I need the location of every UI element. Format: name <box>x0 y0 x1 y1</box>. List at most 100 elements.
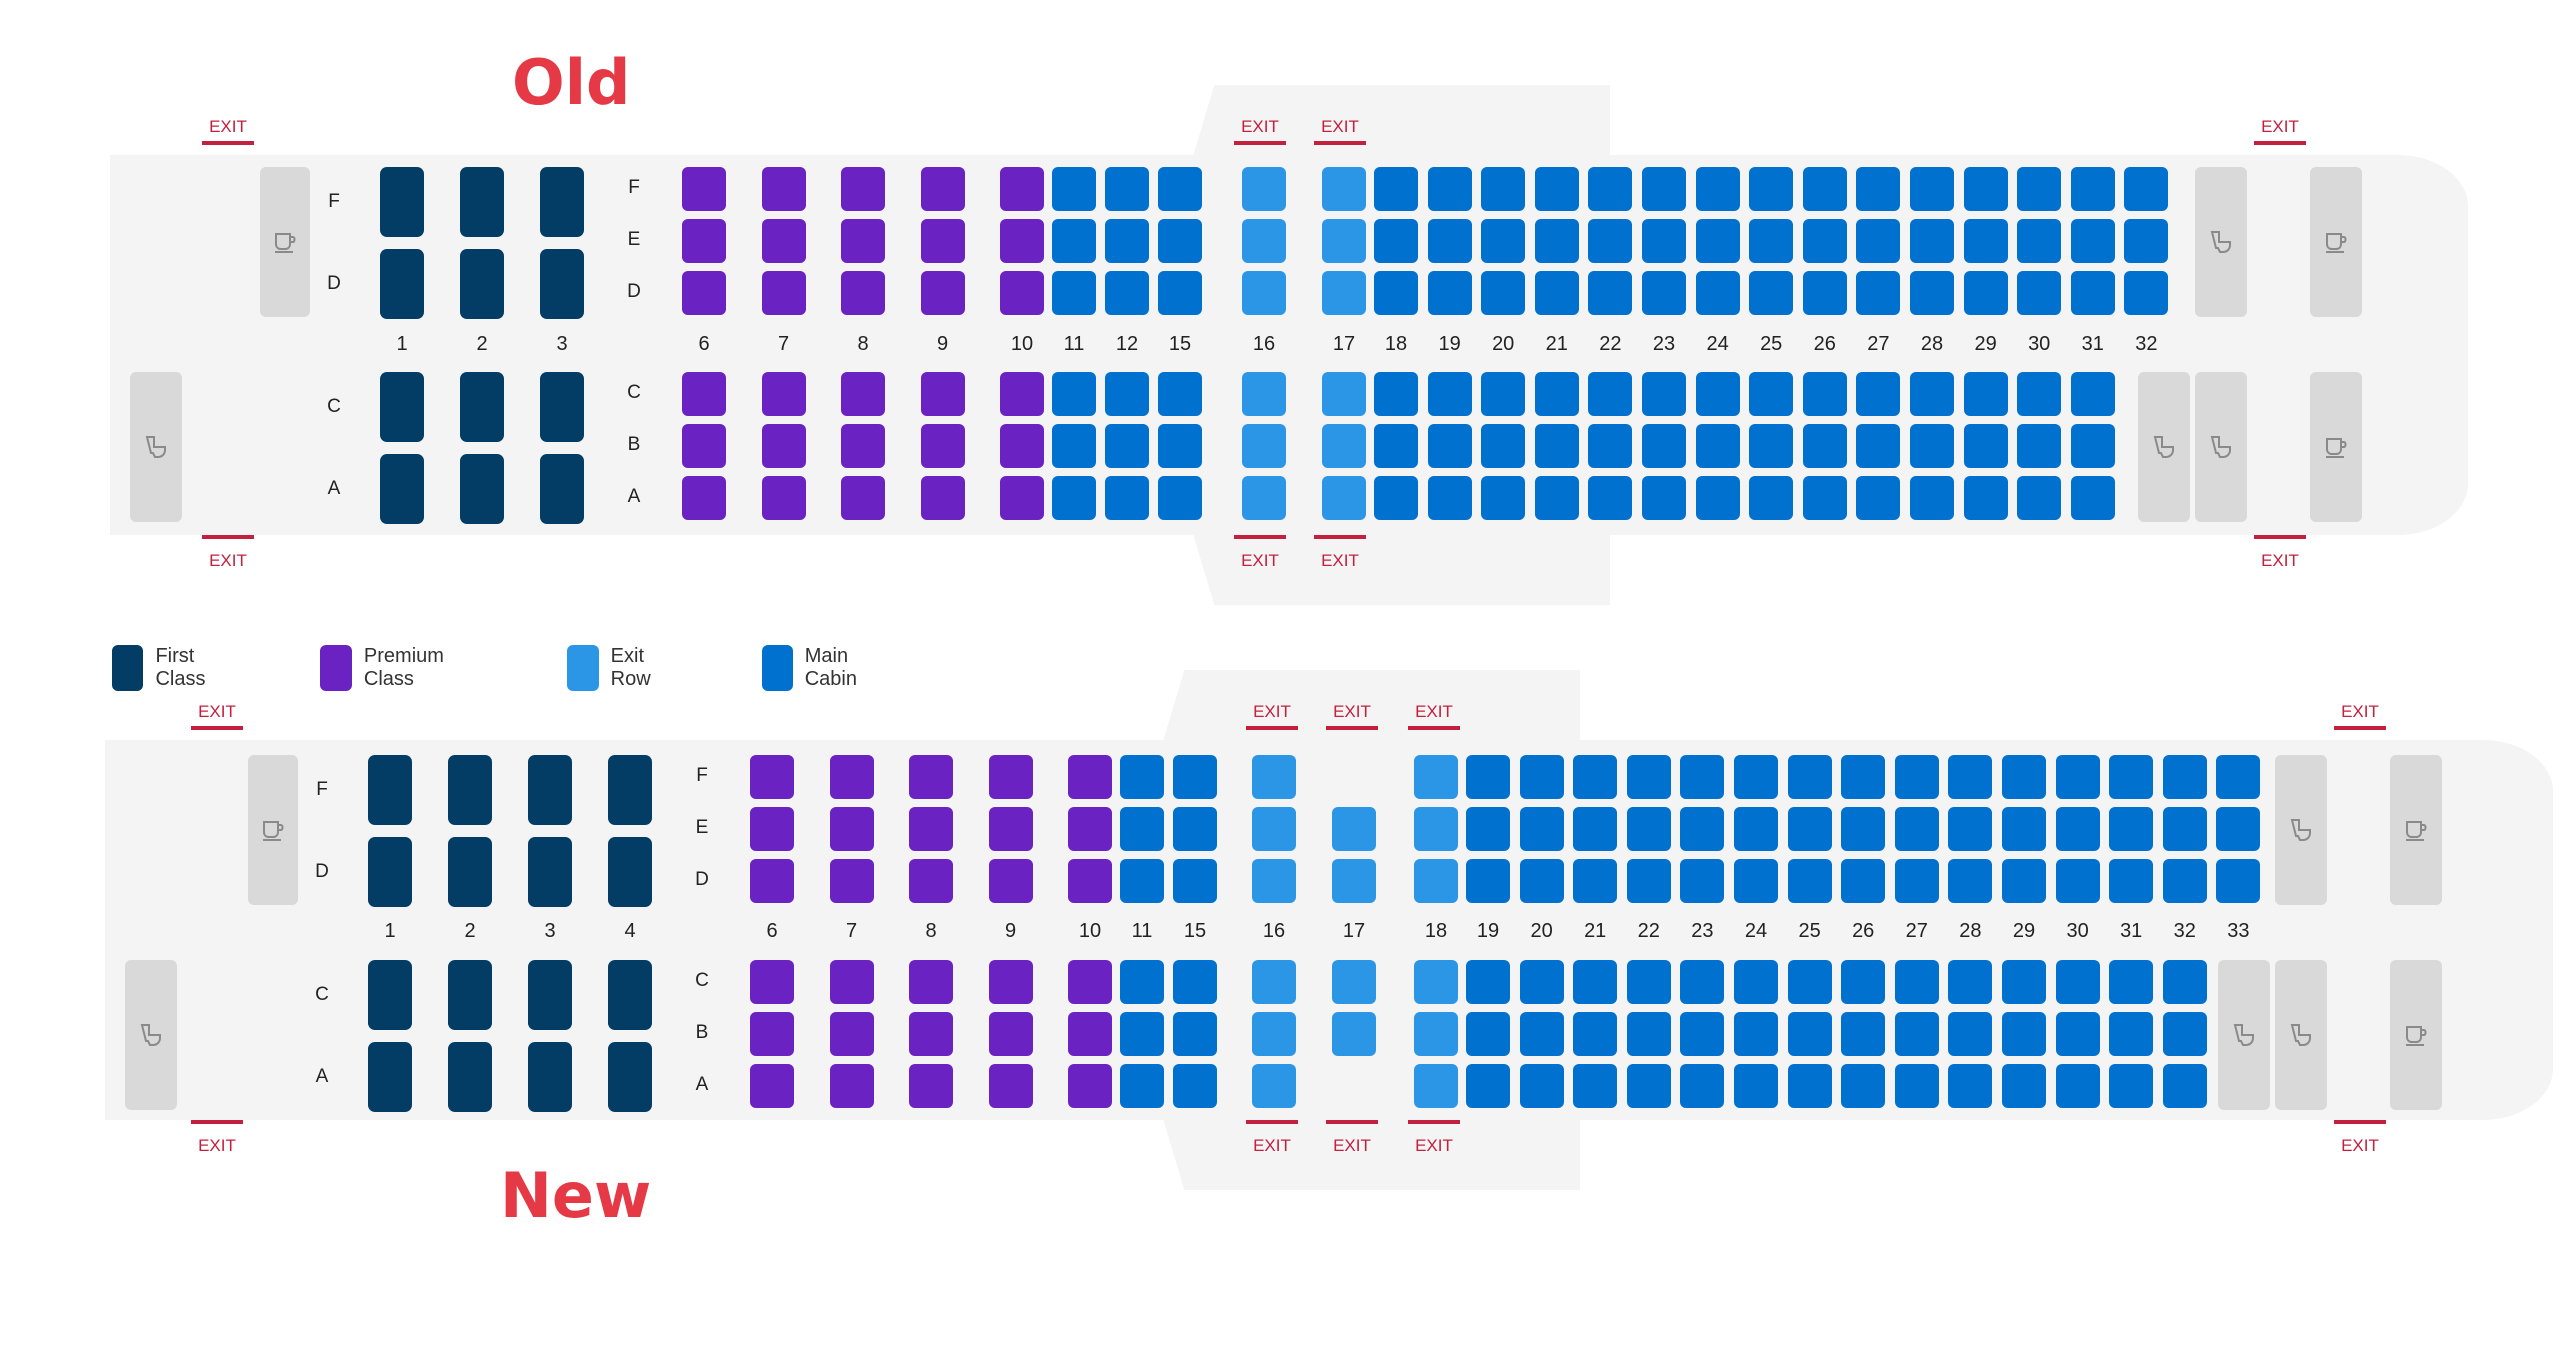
seat-first[interactable] <box>540 372 584 442</box>
seat-premium[interactable] <box>761 372 806 416</box>
seat-premium[interactable] <box>750 859 794 903</box>
seat-premium[interactable] <box>829 859 874 903</box>
seat-main[interactable] <box>2055 1012 2100 1056</box>
seat-main[interactable] <box>1105 372 1149 416</box>
seat-first[interactable] <box>540 249 584 319</box>
seat-main[interactable] <box>2055 807 2100 851</box>
seat-main[interactable] <box>1642 372 1686 416</box>
seat-main[interactable] <box>2109 1012 2154 1056</box>
seat-main[interactable] <box>2002 755 2046 799</box>
seat-main[interactable] <box>1534 476 1579 520</box>
seat-main[interactable] <box>1534 271 1579 315</box>
seat-main[interactable] <box>1948 1012 1993 1056</box>
seat-first[interactable] <box>460 249 504 319</box>
seat-main[interactable] <box>1894 755 1939 799</box>
seat-main[interactable] <box>1948 1064 1993 1108</box>
seat-main[interactable] <box>1841 755 1886 799</box>
seat-main[interactable] <box>1841 1064 1886 1108</box>
seat-exit[interactable] <box>1322 219 1366 263</box>
seat-main[interactable] <box>1910 271 1954 315</box>
seat-main[interactable] <box>1519 1064 1564 1108</box>
seat-main[interactable] <box>2109 755 2154 799</box>
seat-main[interactable] <box>1894 1064 1939 1108</box>
seat-main[interactable] <box>2070 271 2115 315</box>
seat-main[interactable] <box>2124 219 2169 263</box>
seat-main[interactable] <box>1427 476 1472 520</box>
seat-main[interactable] <box>1642 219 1686 263</box>
seat-main[interactable] <box>1052 167 1096 211</box>
seat-exit[interactable] <box>1414 1064 1458 1108</box>
seat-main[interactable] <box>1519 755 1564 799</box>
seat-first[interactable] <box>460 167 504 237</box>
seat-main[interactable] <box>1573 807 1618 851</box>
seat-exit[interactable] <box>1414 807 1458 851</box>
seat-main[interactable] <box>1120 1064 1164 1108</box>
seat-main[interactable] <box>1466 755 1510 799</box>
seat-main[interactable] <box>2070 167 2115 211</box>
seat-main[interactable] <box>1856 219 1901 263</box>
seat-main[interactable] <box>2002 1012 2046 1056</box>
seat-main[interactable] <box>1481 219 1526 263</box>
seat-premium[interactable] <box>841 167 885 211</box>
seat-premium[interactable] <box>909 859 953 903</box>
seat-main[interactable] <box>1749 271 1794 315</box>
seat-main[interactable] <box>1734 859 1778 903</box>
seat-premium[interactable] <box>909 755 953 799</box>
seat-main[interactable] <box>2002 859 2046 903</box>
seat-main[interactable] <box>1588 476 1633 520</box>
seat-premium[interactable] <box>761 167 806 211</box>
seat-premium[interactable] <box>909 807 953 851</box>
seat-main[interactable] <box>1695 372 1740 416</box>
seat-premium[interactable] <box>750 960 794 1004</box>
seat-main[interactable] <box>2055 755 2100 799</box>
seat-main[interactable] <box>2109 807 2154 851</box>
seat-main[interactable] <box>1466 960 1510 1004</box>
seat-main[interactable] <box>1802 476 1847 520</box>
seat-main[interactable] <box>1787 1064 1832 1108</box>
seat-main[interactable] <box>1680 859 1725 903</box>
seat-main[interactable] <box>2017 219 2062 263</box>
seat-main[interactable] <box>1466 1012 1510 1056</box>
seat-exit[interactable] <box>1332 960 1376 1004</box>
seat-exit[interactable] <box>1242 424 1286 468</box>
seat-main[interactable] <box>1105 271 1149 315</box>
seat-first[interactable] <box>380 372 424 442</box>
seat-main[interactable] <box>1427 167 1472 211</box>
seat-main[interactable] <box>1573 1012 1618 1056</box>
seat-exit[interactable] <box>1332 1012 1376 1056</box>
seat-main[interactable] <box>1173 1012 1217 1056</box>
seat-main[interactable] <box>1626 755 1671 799</box>
seat-exit[interactable] <box>1332 859 1376 903</box>
seat-main[interactable] <box>1519 960 1564 1004</box>
seat-premium[interactable] <box>1068 859 1112 903</box>
seat-first[interactable] <box>368 1042 412 1112</box>
seat-main[interactable] <box>2017 167 2062 211</box>
seat-main[interactable] <box>1173 960 1217 1004</box>
seat-main[interactable] <box>1642 424 1686 468</box>
seat-premium[interactable] <box>988 960 1033 1004</box>
seat-main[interactable] <box>2162 859 2207 903</box>
seat-main[interactable] <box>1158 372 1202 416</box>
seat-main[interactable] <box>1466 807 1510 851</box>
seat-main[interactable] <box>1894 807 1939 851</box>
seat-main[interactable] <box>2070 476 2115 520</box>
seat-premium[interactable] <box>682 476 726 520</box>
seat-main[interactable] <box>1680 1012 1725 1056</box>
seat-main[interactable] <box>1734 755 1778 799</box>
seat-main[interactable] <box>1534 219 1579 263</box>
seat-exit[interactable] <box>1322 271 1366 315</box>
seat-main[interactable] <box>1695 424 1740 468</box>
seat-premium[interactable] <box>761 476 806 520</box>
seat-main[interactable] <box>1642 167 1686 211</box>
seat-exit[interactable] <box>1322 424 1366 468</box>
seat-main[interactable] <box>1894 1012 1939 1056</box>
seat-premium[interactable] <box>920 167 965 211</box>
seat-main[interactable] <box>1158 476 1202 520</box>
seat-main[interactable] <box>1374 167 1418 211</box>
seat-first[interactable] <box>448 837 492 907</box>
seat-exit[interactable] <box>1242 372 1286 416</box>
seat-main[interactable] <box>1695 219 1740 263</box>
seat-main[interactable] <box>1856 476 1901 520</box>
seat-main[interactable] <box>1841 859 1886 903</box>
seat-main[interactable] <box>1841 960 1886 1004</box>
